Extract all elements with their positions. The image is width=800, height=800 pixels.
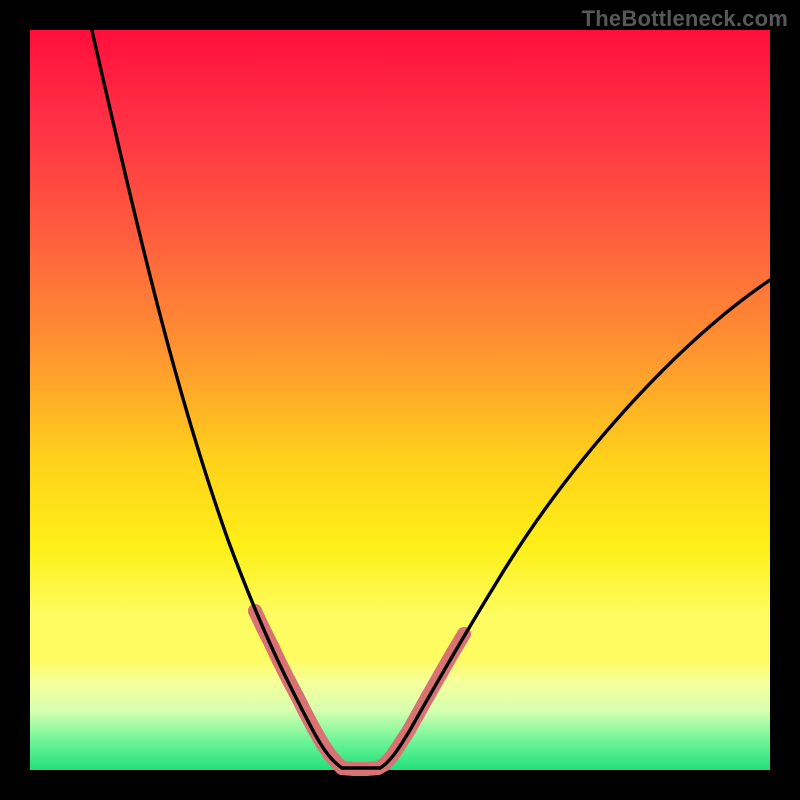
curve-segment: [90, 22, 342, 768]
bottleneck-curve: [90, 22, 770, 768]
curve-overlay: [30, 30, 770, 770]
marker-band-group: [248, 604, 471, 776]
curve-segment: [380, 280, 770, 768]
chart-frame: TheBottleneck.com: [0, 0, 800, 800]
watermark-label: TheBottleneck.com: [582, 6, 788, 32]
